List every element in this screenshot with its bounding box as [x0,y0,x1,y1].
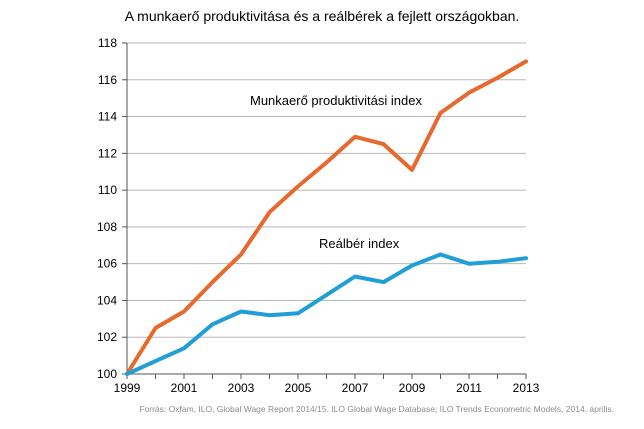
series-label-real-wage: Reálbér index [319,236,400,251]
y-tick-label: 108 [97,220,117,234]
x-axis-tick-labels: 1999 2001 2003 2005 2007 2009 2011 2013 [114,381,540,395]
y-tick-label: 114 [98,110,117,124]
y-tick-label: 104 [97,293,117,307]
series-line-productivity [125,59,528,376]
x-tick-label: 2009 [399,381,426,395]
x-tick-label: 2007 [342,381,369,395]
y-tick-label: 110 [98,183,117,197]
y-tick-label: 118 [98,36,117,50]
gridlines [127,42,526,338]
y-axis-tick-labels: 100 102 104 106 108 110 112 114 116 118 [97,36,117,381]
x-tick-label: 2011 [456,381,482,395]
x-tick-label: 2013 [513,381,540,395]
source-note: Forrás: Oxfam, ILO, Global Wage Report 2… [139,404,614,414]
x-tick-label: 2003 [228,381,255,395]
x-tick-label: 2005 [285,381,312,395]
y-tick-label: 116 [98,73,117,87]
series-lines [125,59,528,376]
series-label-productivity: Munkaerő produktivitási index [250,93,422,108]
y-tick-label: 100 [97,367,117,381]
x-tick-label: 2001 [171,381,198,395]
y-tick-label: 112 [98,146,117,160]
series-line-real-wage [125,252,528,376]
y-tick-label: 106 [97,257,117,271]
x-tick-label: 1999 [114,381,141,395]
chart-title: A munkaerő produktivitása és a reálbérek… [124,8,520,24]
y-tick-label: 102 [97,330,117,344]
